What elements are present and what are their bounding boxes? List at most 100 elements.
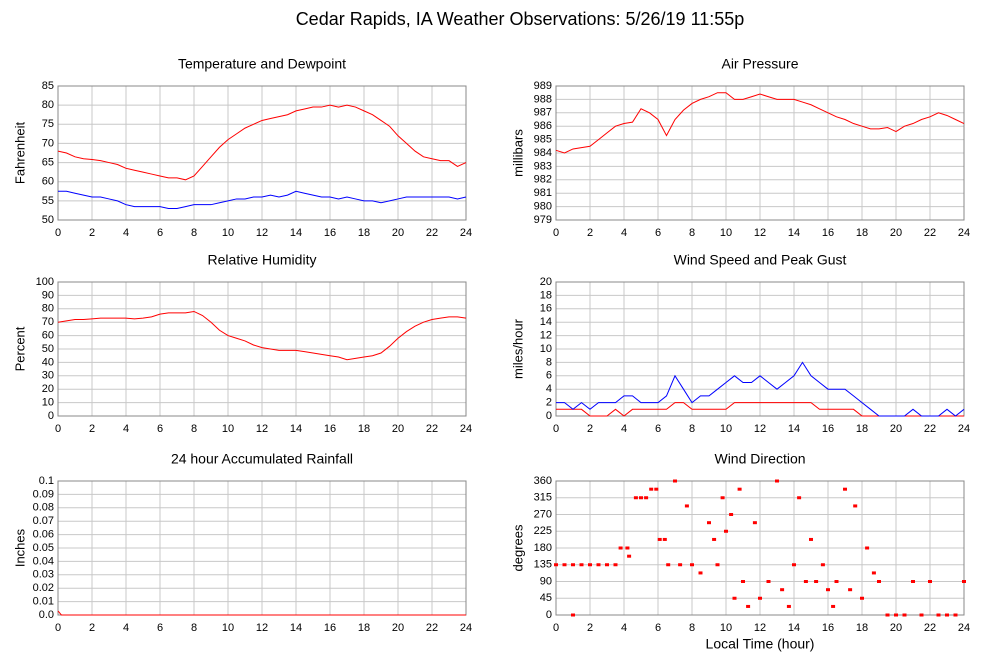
data-point (871, 571, 876, 575)
x-tick-label: 14 (290, 227, 302, 239)
data-point (673, 479, 677, 483)
data-point (627, 554, 632, 558)
y-tick-label: 50 (42, 343, 54, 355)
y-tick-label: 45 (540, 592, 552, 604)
data-point (834, 580, 839, 583)
chart-title: 24 hour Accumulated Rainfall (171, 451, 353, 467)
data-point (657, 537, 662, 541)
data-point (826, 588, 830, 592)
y-tick-label: 90 (540, 575, 552, 587)
data-point (662, 537, 667, 541)
y-tick-label: 360 (534, 475, 552, 487)
y-tick-label: 10 (42, 397, 54, 409)
x-tick-label: 0 (55, 423, 61, 435)
x-tick-label: 20 (392, 423, 404, 435)
x-tick-label: 22 (924, 227, 936, 239)
x-tick-label: 0 (553, 227, 559, 239)
data-point (797, 496, 802, 500)
x-tick-label: 2 (587, 423, 593, 435)
x-tick-label: 24 (460, 423, 472, 435)
y-tick-label: 0.05 (33, 542, 54, 554)
x-tick-label: 18 (856, 227, 868, 239)
x-tick-label: 24 (460, 227, 472, 239)
x-tick-label: 22 (426, 423, 438, 435)
data-point (678, 563, 683, 567)
data-point (684, 504, 689, 508)
y-tick-label: 0.01 (33, 596, 54, 608)
data-point (809, 537, 813, 541)
data-point (843, 487, 847, 491)
data-point (792, 563, 796, 567)
data-point (894, 613, 898, 617)
chart-title: Temperature and Dewpoint (178, 56, 346, 72)
chart-title: Wind Direction (714, 451, 805, 467)
x-tick-label: 0 (553, 423, 559, 435)
x-tick-label: 8 (689, 423, 695, 435)
y-tick-label: 60 (42, 330, 54, 342)
data-point (831, 604, 836, 608)
x-tick-label: 12 (256, 423, 268, 435)
chart-title: Wind Speed and Peak Gust (674, 252, 847, 268)
y-tick-label: 0.0 (39, 609, 54, 621)
y-tick-label: 225 (534, 525, 552, 537)
data-point (786, 604, 791, 608)
data-line (57, 104, 467, 181)
data-point (928, 580, 932, 583)
y-tick-label: 100 (36, 276, 54, 288)
y-tick-label: 16 (540, 303, 552, 315)
y-axis-label: Percent (12, 326, 27, 371)
x-tick-label: 10 (222, 227, 234, 239)
data-point (588, 563, 592, 567)
x-tick-label: 18 (358, 227, 370, 239)
data-point (613, 563, 618, 567)
x-tick-label: 12 (256, 227, 268, 239)
y-tick-label: 0.04 (33, 555, 54, 567)
y-tick-label: 270 (534, 508, 552, 520)
data-point (618, 546, 623, 550)
data-point (605, 563, 609, 567)
x-tick-label: 18 (358, 622, 370, 634)
data-point (579, 563, 584, 567)
x-tick-label: 4 (621, 622, 627, 634)
data-point (639, 496, 643, 500)
y-tick-label: 987 (534, 107, 552, 119)
x-tick-label: 4 (123, 227, 129, 239)
y-tick-label: 80 (42, 303, 54, 315)
x-tick-label: 20 (890, 423, 902, 435)
x-tick-label: 8 (191, 227, 197, 239)
data-point (698, 571, 703, 575)
data-point (962, 580, 966, 583)
data-point (820, 563, 825, 567)
y-tick-label: 55 (42, 195, 54, 207)
x-tick-label: 22 (924, 423, 936, 435)
data-point (690, 563, 694, 567)
x-tick-label: 2 (587, 227, 593, 239)
data-point (741, 580, 745, 583)
x-axis-label: Local Time (hour) (706, 636, 815, 652)
data-point (775, 479, 779, 483)
data-point (649, 487, 654, 491)
y-tick-label: 50 (42, 214, 54, 226)
x-tick-label: 10 (720, 227, 732, 239)
y-tick-label: 90 (42, 289, 54, 301)
x-tick-label: 6 (157, 622, 163, 634)
x-tick-label: 8 (689, 227, 695, 239)
x-tick-label: 2 (89, 622, 95, 634)
y-tick-label: 0.08 (33, 502, 54, 514)
y-tick-label: 20 (540, 276, 552, 288)
y-tick-label: 20 (42, 383, 54, 395)
x-tick-label: 10 (720, 622, 732, 634)
data-point (707, 521, 711, 525)
y-tick-label: 80 (42, 99, 54, 111)
data-point (666, 563, 671, 567)
x-tick-label: 6 (655, 423, 661, 435)
x-tick-label: 2 (89, 423, 95, 435)
x-tick-label: 14 (788, 227, 800, 239)
x-tick-label: 24 (460, 622, 472, 634)
y-tick-label: 18 (540, 289, 552, 301)
x-tick-label: 8 (191, 622, 197, 634)
y-tick-label: 0.07 (33, 515, 54, 527)
y-tick-label: 4 (546, 383, 552, 395)
y-tick-label: 135 (534, 559, 552, 571)
y-tick-label: 6 (546, 370, 552, 382)
